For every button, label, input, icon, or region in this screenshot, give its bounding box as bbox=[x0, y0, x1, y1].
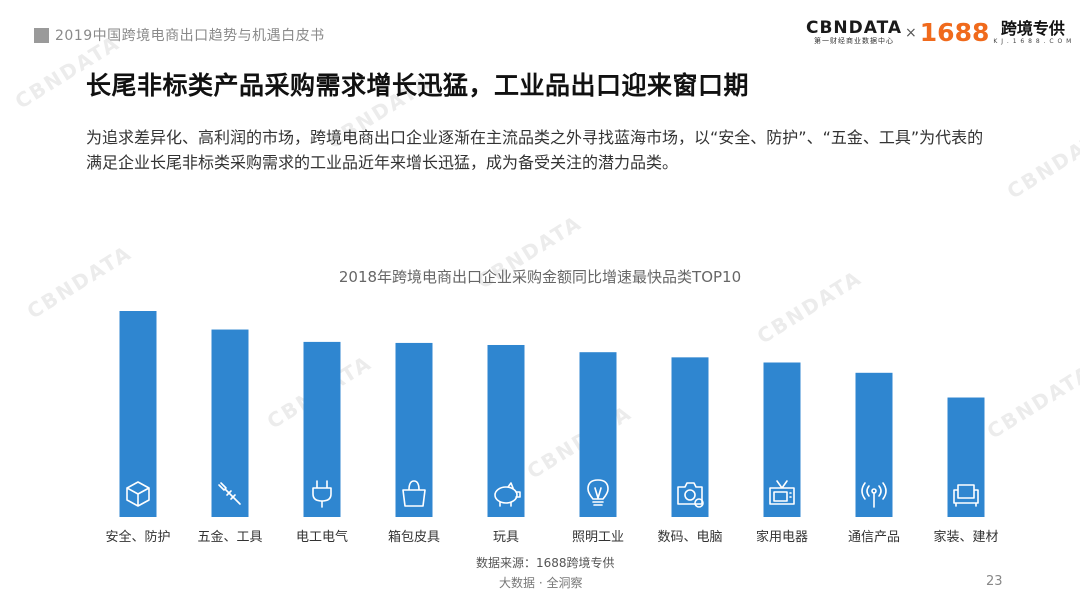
category-label: 家装、建材 bbox=[933, 529, 998, 545]
screwdriver-icon bbox=[218, 482, 241, 505]
sofa-icon bbox=[953, 484, 979, 507]
kjzg-logo: 跨境专供 K J . 1 6 8 8 . C O M bbox=[993, 18, 1073, 46]
category-label: 安全、防护 bbox=[105, 529, 170, 545]
cube-shield-icon bbox=[126, 481, 150, 507]
kjzg-logo-text: 跨境专供 bbox=[1000, 18, 1065, 38]
tv-icon bbox=[769, 480, 795, 505]
bar-10 bbox=[947, 397, 985, 517]
bar-7 bbox=[671, 357, 709, 517]
cbndata-logo: CBNDATA 第一财经商业数据中心 bbox=[806, 19, 902, 46]
footer-tagline: 大数据 · 全洞察 bbox=[499, 576, 583, 590]
bar-8 bbox=[763, 362, 801, 517]
category-label: 电工电气 bbox=[296, 529, 348, 545]
cbndata-logo-subtext: 第一财经商业数据中心 bbox=[814, 37, 895, 45]
category-label: 通信产品 bbox=[848, 530, 900, 545]
light-bulb-icon bbox=[587, 479, 609, 506]
bar-6 bbox=[579, 352, 617, 517]
slide-description: 为追求差异化、高利润的市场，跨境电商出口企业逐渐在主流品类之外寻找蓝海市场，以“… bbox=[86, 128, 984, 172]
handbag-icon bbox=[402, 480, 426, 507]
brand-logos: CBNDATA 第一财经商业数据中心 × 1688 跨境专供 K J . 1 6… bbox=[806, 19, 1072, 46]
category-label: 玩具 bbox=[493, 530, 519, 545]
slide-title: 长尾非标类产品采购需求增长迅猛，工业品出口迎来窗口期 bbox=[86, 71, 750, 100]
bar-5 bbox=[487, 344, 525, 517]
bar-2 bbox=[211, 329, 249, 517]
kjzg-logo-subtext: K J . 1 6 8 8 . C O M bbox=[993, 37, 1073, 45]
chart-title: 2018年跨境电商出口企业采购金额同比增速最快品类TOP10 bbox=[338, 268, 742, 286]
category-label: 照明工业 bbox=[572, 530, 624, 545]
category-label: 箱包皮具 bbox=[388, 529, 440, 545]
bar-4 bbox=[395, 342, 433, 517]
report-title: 2019中国跨境电商出口趋势与机遇白皮书 bbox=[55, 28, 325, 44]
logo-1688: 1688 bbox=[919, 17, 990, 47]
bar-3 bbox=[303, 341, 341, 517]
page-number: 23 bbox=[986, 574, 1003, 589]
bar-1 bbox=[119, 311, 157, 517]
piggy-toy-icon bbox=[494, 482, 521, 507]
plug-icon bbox=[312, 480, 332, 508]
cbndata-logo-text: CBNDATA bbox=[806, 18, 903, 38]
signal-antenna-icon bbox=[861, 482, 887, 508]
category-label: 家用电器 bbox=[756, 529, 808, 545]
category-label: 数码、电脑 bbox=[657, 530, 722, 545]
category-label: 五金、工具 bbox=[197, 529, 262, 545]
logo-times-sign: × bbox=[905, 24, 917, 41]
camera-icon bbox=[677, 482, 704, 508]
report-header: 2019中国跨境电商出口趋势与机遇白皮书 bbox=[34, 27, 325, 44]
header-square-icon bbox=[34, 27, 49, 43]
data-source: 数据来源：1688跨境专供 bbox=[476, 556, 615, 570]
